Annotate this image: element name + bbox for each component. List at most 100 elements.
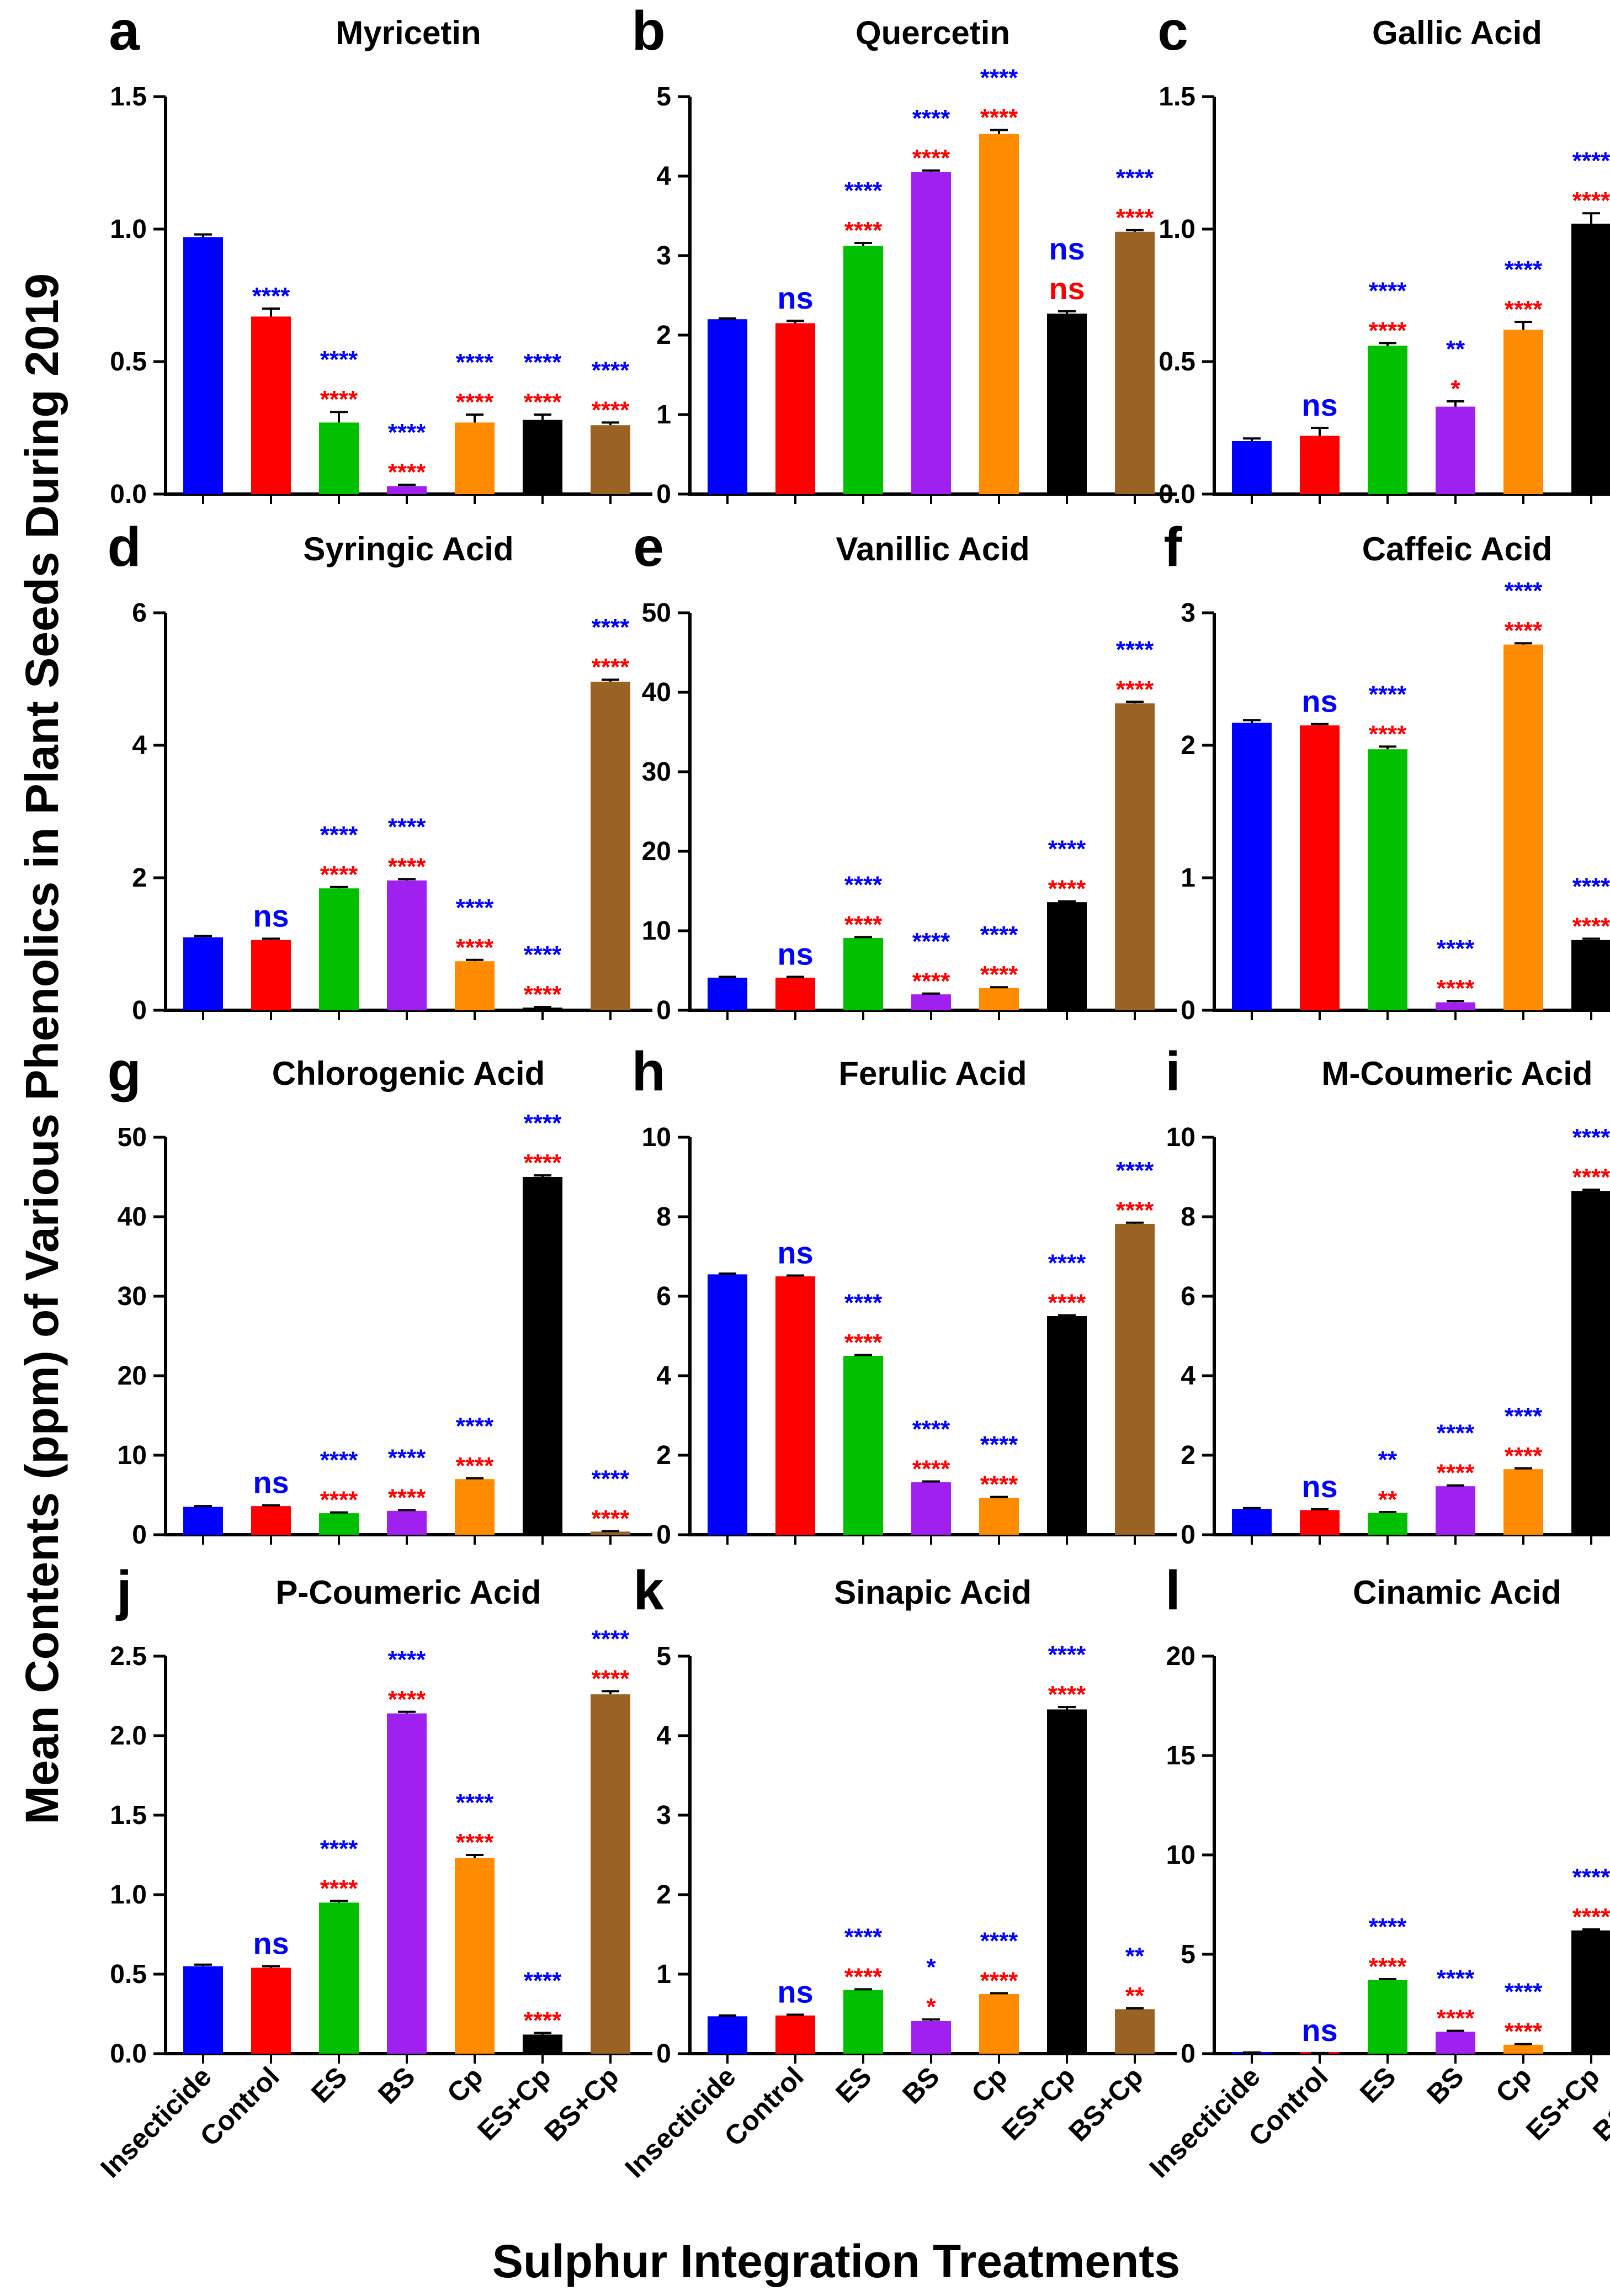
significance-vs-insecticide: **** [1572,1864,1610,1891]
y-tick-label: 50 [118,1123,147,1152]
significance-vs-control: **** [844,911,883,938]
y-tick-label: 10 [118,1441,147,1470]
bar-Control [251,940,291,1010]
bar-BS+Cp [1115,231,1155,494]
bar-ES [1368,749,1407,1010]
significance-vs-insecticide: **** [1572,1124,1610,1151]
panels-group: a Myricetin0.00.51.01.5******************… [94,0,1610,2184]
y-tick-label: 4 [132,731,147,760]
bar-BS+Cp [1115,2009,1155,2054]
bar-BS [911,994,951,1010]
bar-Insecticide [708,319,747,494]
significance-vs-control: **** [524,981,562,1008]
significance-vs-control: **** [1505,617,1543,644]
significance-vs-insecticide: ns [777,1974,813,2009]
significance-vs-insecticide: **** [1505,256,1543,283]
significance-vs-insecticide: ns [253,1926,289,1961]
y-tick-label: 2 [1181,1441,1195,1470]
bar-ES+Cp [1571,1191,1610,1535]
bar-ES+Cp [523,1177,562,1535]
y-tick-label: 50 [642,598,671,628]
significance-vs-control: **** [1572,913,1610,940]
y-tick-label: 4 [1181,1361,1195,1391]
significance-vs-insecticide: **** [1369,1913,1407,1940]
bar-BS [387,1510,427,1535]
significance-vs-insecticide: **** [912,105,950,132]
significance-vs-insecticide: **** [320,821,358,849]
bar-Insecticide [1232,1509,1272,1535]
bar-BS+Cp [591,1694,630,2054]
significance-vs-insecticide: ** [1446,336,1465,363]
bar-Control [251,1968,291,2054]
significance-vs-control: **** [844,217,883,244]
panel-letter: b [631,0,665,62]
panel-b: b Quercetin 0 1 2 3 4 5 ns **** **** **** **** **** **… [631,0,1177,509]
bar-BS+Cp [591,425,630,494]
significance-vs-insecticide: **** [1572,873,1610,900]
significance-vs-insecticide: **** [592,1625,630,1652]
significance-vs-insecticide: ns [1301,388,1337,422]
bar-Cp [455,1858,495,2054]
bar-Insecticide [708,977,747,1010]
significance-vs-insecticide: **** [456,1413,494,1440]
y-tick-label: 4 [656,1721,671,1751]
bar-Insecticide [708,1274,747,1535]
significance-vs-control: **** [456,389,494,416]
significance-vs-insecticide: **** [524,1968,562,1995]
category-label: ES+Cp [1520,2061,1606,2146]
significance-vs-insecticide: **** [388,1646,426,1673]
significance-vs-insecticide: **** [1505,577,1543,605]
bar-Cp [979,988,1019,1010]
bar-BS+Cp [591,1531,630,1535]
significance-vs-insecticide: **** [388,1444,426,1471]
significance-vs-insecticide: **** [1572,147,1610,174]
y-tick-label: 1.5 [1159,82,1195,112]
panel-l: l Cinamic Acid05101520InsecticidensContro… [1143,1560,1610,2184]
significance-vs-insecticide: **** [456,349,494,376]
significance-vs-insecticide: **** [980,921,1018,948]
y-tick-label: 5 [656,82,671,112]
y-tick-label: 3 [1181,598,1195,628]
panel-letter: l [1165,1560,1181,1621]
bar-Insecticide [1232,441,1272,494]
significance-vs-insecticide: **** [388,813,426,840]
bar-BS [387,486,427,494]
panel-letter: c [1157,0,1188,62]
bar-Control [251,1506,291,1535]
significance-vs-insecticide: **** [524,349,562,376]
category-label: BS [372,2061,421,2110]
bar-Control [1300,1510,1340,1535]
significance-vs-insecticide: ns [777,937,813,972]
significance-vs-control: **** [1369,1953,1407,1980]
significance-vs-insecticide: ns [1301,684,1337,719]
significance-vs-control: **** [844,1963,883,1990]
significance-vs-insecticide: **** [912,928,950,955]
significance-vs-control: **** [1437,2005,1475,2032]
significance-vs-insecticide: **** [388,419,426,446]
bar-ES+Cp [1571,1930,1610,2054]
significance-vs-insecticide: **** [592,1466,630,1493]
panel-k: k Sinapic Acid012345InsecticidensControl*… [619,1560,1177,2184]
panel-title: Quercetin [856,14,1010,51]
significance-vs-control: **** [592,654,630,681]
bar-BS [911,2021,951,2054]
bar-BS [911,172,951,494]
y-tick-label: 10 [1166,1123,1195,1152]
bar-ES [843,246,883,494]
significance-vs-insecticide: ns [1049,231,1085,266]
bar-ES [1368,1513,1407,1535]
bar-ES+Cp [1571,224,1610,494]
significance-vs-control: **** [1116,204,1154,231]
significance-vs-control: ** [1378,1486,1398,1513]
y-tick-label: 10 [642,916,671,946]
significance-vs-insecticide: **** [980,1431,1018,1459]
significance-vs-control: **** [320,386,358,413]
significance-vs-insecticide: **** [1437,1420,1475,1447]
panel-title: Ferulic Acid [838,1055,1027,1092]
panel-title: Sinapic Acid [834,1574,1032,1611]
significance-vs-insecticide: ns [253,1465,289,1500]
category-label: Cp [965,2061,1013,2109]
panel-letter: j [115,1560,132,1621]
bar-Insecticide [1232,723,1272,1010]
